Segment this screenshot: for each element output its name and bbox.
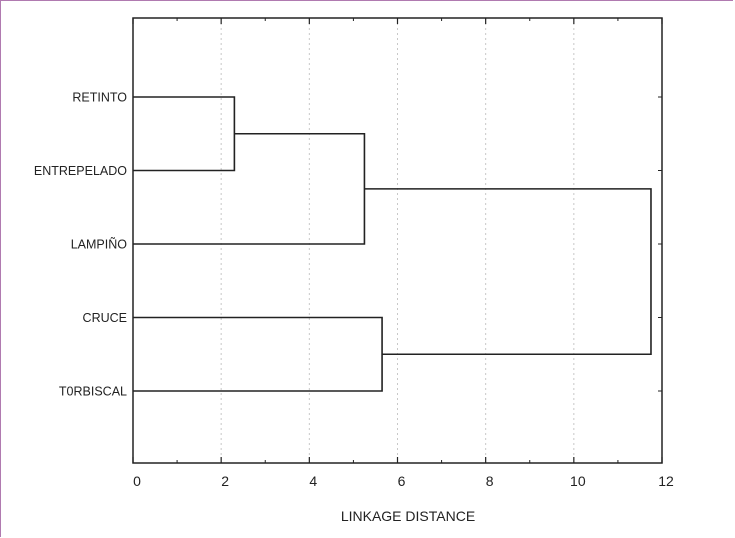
- leaf-labels: RETINTO ENTREPELADO LAMPIÑO CRUCE T0RBISCAL: [34, 91, 127, 399]
- merge-link-1: [133, 132, 366, 245]
- merge-link-0: [133, 96, 236, 172]
- x-axis-title: LINKAGE DISTANCE: [341, 508, 475, 524]
- leaf-label-2: LAMPIÑO: [71, 238, 128, 252]
- leaf-label-3: CRUCE: [83, 311, 127, 325]
- leaf-label-4: T0RBISCAL: [59, 385, 127, 399]
- x-tick-label-4: 4: [309, 473, 317, 489]
- x-tick-label-10: 10: [570, 473, 586, 489]
- leaf-label-1: ENTREPELADO: [34, 164, 127, 178]
- x-tick-label-6: 6: [398, 473, 406, 489]
- x-tick-label-2: 2: [221, 473, 229, 489]
- grid: [220, 18, 575, 463]
- leaf-label-0: RETINTO: [72, 91, 127, 105]
- x-tick-label-0: 0: [133, 473, 141, 489]
- merge-link-3: [364, 188, 652, 356]
- x-axis-tick-labels: 0 2 4 6 8 10 12: [133, 473, 674, 489]
- dendrogram-links: [133, 96, 652, 392]
- x-tick-label-12: 12: [658, 473, 674, 489]
- merge-link-2: [133, 316, 383, 392]
- x-tick-label-8: 8: [486, 473, 494, 489]
